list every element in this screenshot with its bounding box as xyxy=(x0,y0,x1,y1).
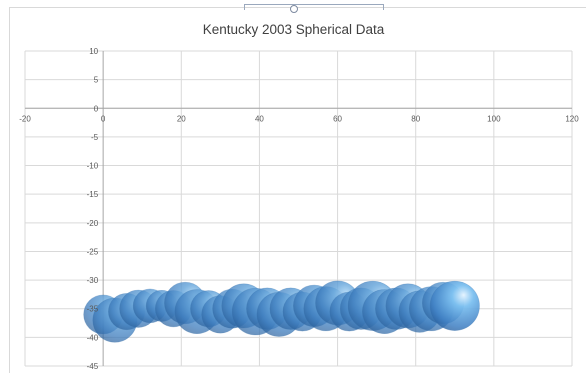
y-tick-label: -15 xyxy=(87,190,99,199)
y-tick-label: 5 xyxy=(94,76,99,85)
x-tick-label: 120 xyxy=(565,114,579,123)
x-tick-label: 80 xyxy=(411,114,420,123)
y-tick-label: -5 xyxy=(91,133,99,142)
bubble-point[interactable] xyxy=(429,280,480,331)
y-tick-label: -20 xyxy=(87,219,99,228)
y-tick-label: -40 xyxy=(87,333,99,342)
tick-labels: -20 0 20 40 60 80 100 120 10 5 0 -5 -10 -15 -20 -25 -30 -… xyxy=(19,47,579,371)
y-tick-label: 0 xyxy=(94,104,99,113)
y-tick-label: -45 xyxy=(87,362,99,371)
chart-title: Kentucky 2003 Spherical Data xyxy=(202,22,385,37)
selection-handle-bar[interactable] xyxy=(244,4,384,10)
selection-handle[interactable] xyxy=(290,5,298,13)
x-tick-label: 20 xyxy=(177,114,186,123)
x-tick-label: 60 xyxy=(333,114,342,123)
y-tick-label: 10 xyxy=(89,47,98,56)
y-tick-label: -30 xyxy=(87,276,99,285)
x-tick-label: -20 xyxy=(19,114,31,123)
bubble-series[interactable] xyxy=(83,280,480,343)
x-tick-label: 0 xyxy=(101,114,106,123)
y-tick-label: -10 xyxy=(87,162,99,171)
y-tick-label: -25 xyxy=(87,247,99,256)
y-tick-label: -35 xyxy=(87,305,99,314)
x-tick-label: 40 xyxy=(255,114,264,123)
x-tick-label: 100 xyxy=(487,114,501,123)
